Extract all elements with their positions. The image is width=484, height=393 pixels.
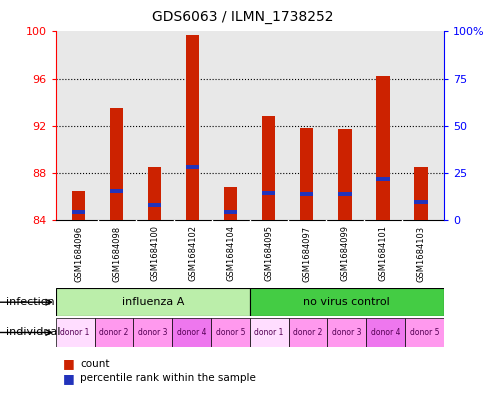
Bar: [404, 318, 443, 347]
Text: donor 2: donor 2: [293, 328, 322, 337]
Bar: [186, 35, 199, 220]
Bar: [413, 167, 427, 220]
Text: individual: individual: [6, 327, 60, 338]
Text: GSM1684098: GSM1684098: [112, 226, 121, 281]
Text: donor 4: donor 4: [370, 328, 399, 337]
Bar: [327, 318, 365, 347]
Bar: [261, 191, 275, 195]
Text: donor 5: donor 5: [215, 328, 244, 337]
Bar: [72, 210, 85, 214]
Text: GSM1684099: GSM1684099: [340, 226, 348, 281]
Bar: [172, 318, 211, 347]
Bar: [148, 203, 161, 207]
Bar: [148, 167, 161, 220]
Bar: [337, 129, 351, 220]
Text: GSM1684096: GSM1684096: [74, 226, 83, 281]
Text: ■: ■: [63, 357, 75, 370]
Bar: [288, 318, 327, 347]
Text: GSM1684101: GSM1684101: [378, 226, 387, 281]
Text: percentile rank within the sample: percentile rank within the sample: [80, 373, 256, 383]
Text: donor 5: donor 5: [409, 328, 438, 337]
Bar: [300, 128, 313, 220]
Text: no virus control: no virus control: [303, 297, 389, 307]
Text: GSM1684103: GSM1684103: [416, 226, 424, 281]
Bar: [300, 192, 313, 196]
Text: infection: infection: [6, 297, 54, 307]
Text: GSM1684095: GSM1684095: [264, 226, 272, 281]
Text: donor 4: donor 4: [177, 328, 206, 337]
Bar: [211, 318, 249, 347]
Text: GSM1684097: GSM1684097: [302, 226, 311, 281]
Text: donor 1: donor 1: [254, 328, 283, 337]
Text: donor 3: donor 3: [138, 328, 167, 337]
Bar: [224, 187, 237, 220]
Text: ■: ■: [63, 371, 75, 385]
Bar: [261, 116, 275, 220]
Bar: [376, 177, 389, 181]
Text: donor 2: donor 2: [99, 328, 128, 337]
Text: donor 3: donor 3: [332, 328, 361, 337]
Bar: [413, 200, 427, 204]
Bar: [224, 210, 237, 214]
Bar: [365, 318, 404, 347]
Bar: [186, 165, 199, 169]
Bar: [110, 108, 123, 220]
Text: GSM1684104: GSM1684104: [226, 226, 235, 281]
Bar: [56, 318, 94, 347]
Bar: [249, 288, 443, 316]
Bar: [110, 189, 123, 193]
Bar: [94, 318, 133, 347]
Text: GDS6063 / ILMN_1738252: GDS6063 / ILMN_1738252: [151, 10, 333, 24]
Bar: [56, 288, 249, 316]
Bar: [72, 191, 85, 220]
Text: influenza A: influenza A: [121, 297, 183, 307]
Text: GSM1684102: GSM1684102: [188, 226, 197, 281]
Text: donor 1: donor 1: [60, 328, 90, 337]
Bar: [376, 76, 389, 220]
Text: count: count: [80, 358, 109, 369]
Bar: [133, 318, 172, 347]
Text: GSM1684100: GSM1684100: [150, 226, 159, 281]
Bar: [249, 318, 288, 347]
Bar: [337, 192, 351, 196]
